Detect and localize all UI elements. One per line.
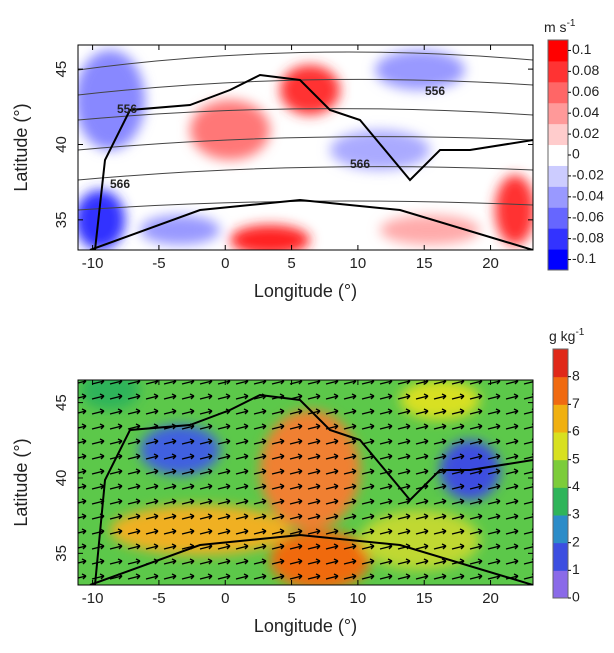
colorbar-tick-label: 2 [572, 533, 580, 549]
colorbar-tick-label: 4 [572, 478, 580, 494]
contour-label: 566 [350, 157, 370, 171]
colorbar-segment [548, 40, 568, 62]
colorbar-frame [552, 348, 569, 599]
colorbar-unit-exponent: -1 [575, 327, 584, 338]
colorbar-tick-label: -0.02 [572, 167, 604, 183]
x-tick-label: 10 [350, 255, 367, 272]
colorbar-segment [548, 81, 568, 104]
colorbar-tick-label: 0.02 [572, 125, 599, 141]
y-tick-label: 45 [53, 394, 70, 411]
x-tick-label: 15 [416, 255, 433, 272]
colorbar-tick-label: 8 [572, 367, 580, 383]
plot-frame [77, 44, 534, 251]
colorbar-unit: g kg-1 [549, 327, 585, 344]
colorbar: 0 1 2 3 4 5 6 7 8 g kg-1 [549, 327, 585, 605]
x-tick-label: 0 [221, 255, 229, 272]
colorbar-segment [553, 487, 568, 516]
colorbar-segment [553, 432, 568, 461]
y-axis-label: Latitude (°) [11, 438, 31, 526]
colorbar-segment [553, 404, 568, 433]
colorbar-tick-label: 5 [572, 450, 580, 466]
colorbar-segment [553, 459, 568, 488]
x-tick-label: 5 [287, 590, 295, 607]
x-tick-label: 20 [482, 590, 499, 607]
colorbar-tick-label: 0.06 [572, 83, 599, 99]
colorbar-tick-label: -0.06 [572, 208, 604, 224]
colorbar-segment [548, 228, 568, 250]
colorbar-segment [548, 102, 568, 125]
y-tick-label: 40 [53, 136, 70, 153]
colorbar-segment [553, 376, 568, 405]
x-tick-label: -10 [82, 255, 104, 272]
y-tick-label: 40 [53, 470, 70, 487]
x-tick-label: 15 [416, 590, 433, 607]
colorbar-tick-label: -0.08 [572, 229, 604, 245]
x-tick-label: 0 [221, 590, 229, 607]
colorbar-tick-label: 0.08 [572, 62, 599, 78]
colorbar-tick-label: 0 [572, 589, 580, 605]
x-axis-label: Longitude (°) [254, 616, 357, 636]
field-map-bottom [78, 380, 533, 585]
x-tick-label: -5 [152, 590, 165, 607]
x-tick-label: 10 [350, 590, 367, 607]
colorbar-tick-label: 7 [572, 395, 580, 411]
colorbar-tick-label: 6 [572, 423, 580, 439]
contour-label: 556 [425, 84, 445, 98]
colorbar-segment [553, 515, 568, 544]
colorbar-segment [548, 144, 568, 166]
contour-label: 566 [110, 177, 130, 191]
colorbar-segment [553, 570, 568, 599]
colorbar-segment [548, 123, 568, 146]
colorbar-segment [548, 165, 568, 187]
colorbar-tick-label: 3 [572, 506, 580, 522]
y-tick-label: 35 [53, 212, 70, 229]
colorbar-segment [548, 186, 568, 208]
colorbar-unit: m s-1 [544, 18, 576, 35]
colorbar: 0.1 0.08 0.06 0.04 0.02 0 -0.02 -0.04 -0.06 -0.08… [544, 18, 604, 271]
colorbar-tick-label: -0.1 [572, 250, 596, 266]
y-tick-label: 45 [53, 61, 70, 78]
colorbar-tick-label: 0.04 [572, 104, 599, 120]
colorbar-segment [548, 207, 568, 229]
x-axis-label: Longitude (°) [254, 281, 357, 301]
contour-label: 556 [117, 102, 137, 116]
colorbar-segment [548, 60, 568, 83]
colorbar-unit-base: g kg [549, 328, 575, 344]
colorbar-segment [553, 542, 568, 571]
colorbar-tick-label: -0.04 [572, 188, 604, 204]
colorbar-segment [553, 349, 568, 378]
field-map-top [78, 45, 533, 250]
colorbar-tick-label: 1 [572, 561, 580, 577]
x-tick-label: -5 [152, 255, 165, 272]
plot-frame [77, 379, 534, 586]
y-tick-label: 35 [53, 545, 70, 562]
colorbar-segment [548, 249, 568, 271]
colorbar-tick-label: 0 [572, 146, 580, 162]
colorbar-unit-exponent: -1 [567, 18, 576, 29]
x-tick-label: 20 [482, 255, 499, 272]
x-tick-label: 5 [287, 255, 295, 272]
colorbar-tick-label: 0.1 [572, 41, 592, 57]
x-tick-label: -10 [82, 590, 104, 607]
colorbar-unit-base: m s [544, 19, 567, 35]
y-axis-label: Latitude (°) [11, 103, 31, 191]
